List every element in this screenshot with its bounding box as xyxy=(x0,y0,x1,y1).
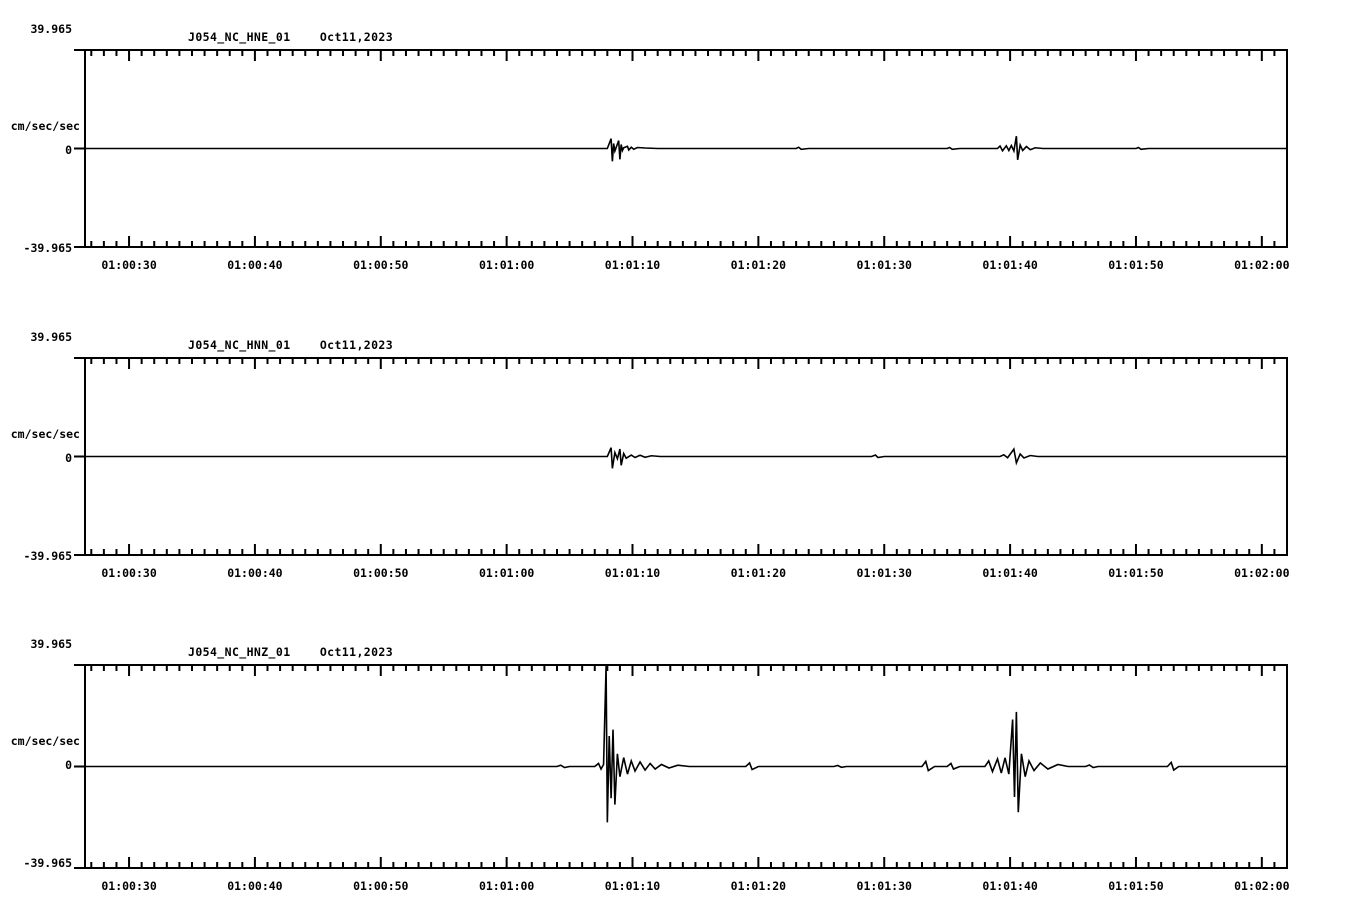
panel-hne-xtick-label: 01:01:40 xyxy=(982,258,1038,272)
panel-hnz-trace xyxy=(85,666,1287,823)
panel-hnz-unit-label: cm/sec/sec xyxy=(10,734,80,748)
panel-hne-graphics xyxy=(74,49,1288,248)
panel-hne-title: J054_NC_HNE_01 Oct11,2023 xyxy=(188,30,394,44)
panel-hnn-xtick-label: 01:01:20 xyxy=(730,566,787,580)
panel-hne-xtick-label: 01:00:40 xyxy=(227,258,283,272)
panel-hnn-unit-label: cm/sec/sec xyxy=(10,427,80,441)
panel-hne-xtick-label: 01:00:30 xyxy=(101,258,157,272)
panel-hnn-xtick-label: 01:00:40 xyxy=(227,566,283,580)
panel-hne-ytick-zero: 0 xyxy=(65,143,72,157)
panel-hnz-xtick-label: 01:00:40 xyxy=(227,879,283,893)
panel-hne-xtick-label: 01:01:30 xyxy=(856,258,912,272)
panel-hnn-trace xyxy=(85,447,1287,469)
panel-hnn-xtick-label: 01:01:00 xyxy=(478,566,535,580)
panel-hnz-xtick-label: 01:00:30 xyxy=(101,879,157,893)
panel-hne-trace xyxy=(85,136,1287,162)
panel-hnz-xtick-label: 01:01:00 xyxy=(478,879,535,893)
panel-hne-ytick-bottom: -39.965 xyxy=(23,241,72,255)
panel-hnz-xtick-label: 01:01:50 xyxy=(1108,879,1164,893)
panel-hnz-xtick-label: 01:01:10 xyxy=(604,879,661,893)
panel-hne-ytick-top: 39.965 xyxy=(30,22,72,36)
panel-hne-xtick-label: 01:02:00 xyxy=(1234,258,1290,272)
panel-hnn-title: J054_NC_HNN_01 Oct11,2023 xyxy=(188,338,394,352)
panel-hnz-xtick-label: 01:00:50 xyxy=(353,879,409,893)
panel-hnn-xtick-label: 01:01:10 xyxy=(604,566,661,580)
panel-hnz-title: J054_NC_HNZ_01 Oct11,2023 xyxy=(188,645,394,659)
panel-hnz-xtick-label: 01:02:00 xyxy=(1234,879,1290,893)
panel-hnn-graphics xyxy=(74,357,1288,556)
panel-hnz-xtick-label: 01:01:30 xyxy=(856,879,912,893)
panel-hnz-ytick-bottom: -39.965 xyxy=(23,856,72,870)
panel-hnn-xtick-label: 01:02:00 xyxy=(1234,566,1290,580)
panel-hne-xtick-label: 01:01:00 xyxy=(478,258,535,272)
panel-hnz-xtick-label: 01:01:40 xyxy=(982,879,1038,893)
panel-hnz-graphics xyxy=(74,664,1288,869)
panel-hnn-xtick-label: 01:01:50 xyxy=(1108,566,1164,580)
panel-hnn: J054_NC_HNN_01 Oct11,2023 39.965 cm/sec/… xyxy=(0,308,1358,608)
panel-hnn-ytick-top: 39.965 xyxy=(30,330,72,344)
panel-hnn-xtick-label: 01:01:30 xyxy=(856,566,912,580)
panel-hnn-xtick-label: 01:01:40 xyxy=(982,566,1038,580)
panel-hne-unit-label: cm/sec/sec xyxy=(10,119,80,133)
panel-hne-xtick-label: 01:01:10 xyxy=(604,258,661,272)
panel-hnz-ytick-zero: 0 xyxy=(65,758,72,772)
panel-hne-xtick-label: 01:00:50 xyxy=(353,258,409,272)
panel-hne: J054_NC_HNE_01 Oct11,2023 39.965 cm/sec/… xyxy=(0,0,1358,300)
panel-hne-xtick-label: 01:01:20 xyxy=(730,258,787,272)
panel-hnz-ytick-top: 39.965 xyxy=(30,637,72,651)
panel-hnn-xtick-label: 01:00:50 xyxy=(353,566,409,580)
panel-hne-xtick-label: 01:01:50 xyxy=(1108,258,1164,272)
panel-hnn-ytick-bottom: -39.965 xyxy=(23,549,72,563)
panel-hnz-xtick-label: 01:01:20 xyxy=(730,879,787,893)
panel-hnn-xtick-label: 01:00:30 xyxy=(101,566,157,580)
panel-hnz: J054_NC_HNZ_01 Oct11,2023 39.965 cm/sec/… xyxy=(0,615,1358,924)
panel-hnn-ytick-zero: 0 xyxy=(65,451,72,465)
